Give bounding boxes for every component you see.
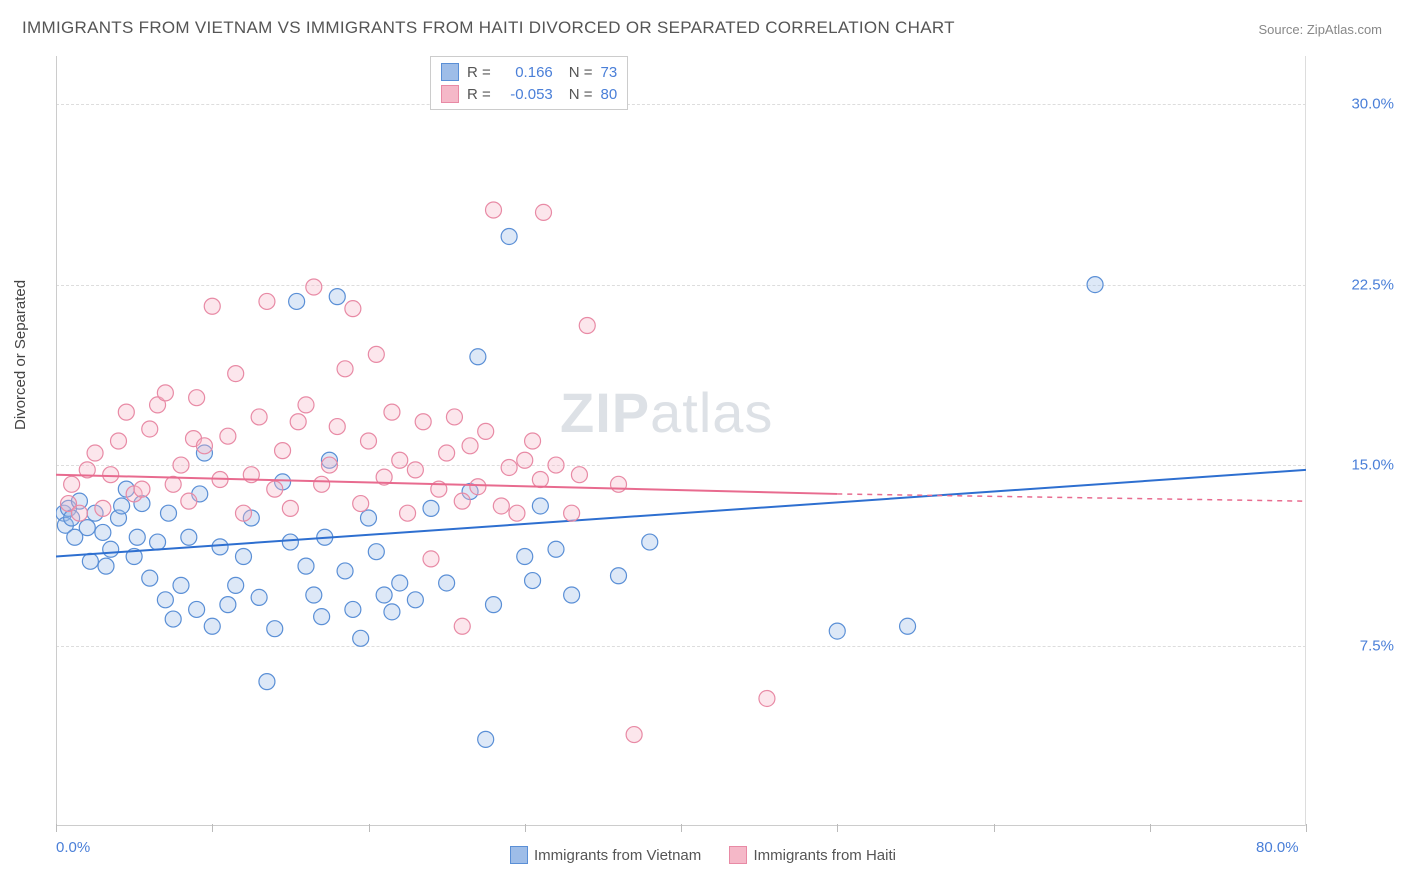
swatch-vietnam: [441, 63, 459, 81]
swatch-haiti-icon: [729, 846, 747, 864]
legend-item-vietnam: Immigrants from Vietnam: [510, 846, 701, 864]
x-tick-label: 0.0%: [56, 839, 90, 856]
chart-right-border: [1305, 56, 1306, 826]
y-tick-label: 7.5%: [1360, 637, 1394, 654]
y-tick-label: 22.5%: [1351, 276, 1394, 293]
n-value-vietnam: 73: [601, 64, 618, 81]
n-value-haiti: 80: [601, 86, 618, 103]
r-value-haiti: -0.053: [499, 86, 553, 103]
series-legend: Immigrants from Vietnam Immigrants from …: [0, 846, 1406, 868]
chart-plot-area: [56, 56, 1306, 826]
chart-title: IMMIGRANTS FROM VIETNAM VS IMMIGRANTS FR…: [22, 18, 955, 38]
source-label: Source: ZipAtlas.com: [1258, 22, 1382, 37]
correlation-legend-row: R = 0.166 N = 73: [441, 61, 617, 83]
y-tick-label: 15.0%: [1351, 457, 1394, 474]
correlation-legend: R = 0.166 N = 73 R = -0.053 N = 80: [430, 56, 628, 110]
r-label: R =: [467, 86, 491, 103]
r-value-vietnam: 0.166: [499, 64, 553, 81]
r-label: R =: [467, 64, 491, 81]
y-tick-label: 30.0%: [1351, 96, 1394, 113]
swatch-vietnam-icon: [510, 846, 528, 864]
n-label: N =: [569, 86, 593, 103]
n-label: N =: [569, 64, 593, 81]
correlation-legend-row: R = -0.053 N = 80: [441, 83, 617, 105]
legend-label-vietnam: Immigrants from Vietnam: [534, 847, 701, 864]
swatch-haiti: [441, 85, 459, 103]
x-tick-label: 80.0%: [1256, 839, 1299, 856]
legend-item-haiti: Immigrants from Haiti: [729, 846, 896, 864]
legend-label-haiti: Immigrants from Haiti: [753, 847, 896, 864]
y-axis-label: Divorced or Separated: [12, 280, 29, 430]
